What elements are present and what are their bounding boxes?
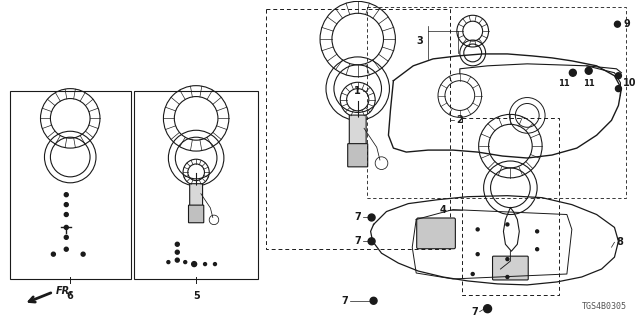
Circle shape <box>204 263 207 266</box>
Text: 2: 2 <box>456 115 463 125</box>
Text: 11: 11 <box>583 79 595 88</box>
Bar <box>266 9 450 249</box>
Text: 7: 7 <box>341 296 348 306</box>
Bar <box>10 91 131 279</box>
Bar <box>462 118 559 295</box>
Circle shape <box>506 276 509 278</box>
Circle shape <box>368 214 375 221</box>
Circle shape <box>184 260 187 264</box>
Circle shape <box>370 297 377 304</box>
Circle shape <box>506 258 509 260</box>
Text: 7: 7 <box>471 307 477 317</box>
Circle shape <box>536 248 539 251</box>
Circle shape <box>81 252 85 256</box>
Circle shape <box>585 67 592 74</box>
Circle shape <box>570 69 576 76</box>
Text: 7: 7 <box>354 212 361 222</box>
Bar <box>367 7 627 198</box>
Circle shape <box>191 262 196 267</box>
Circle shape <box>368 238 375 245</box>
Circle shape <box>51 252 56 256</box>
Text: FR.: FR. <box>56 286 74 296</box>
Text: 7: 7 <box>354 236 361 246</box>
Text: 3: 3 <box>417 36 423 46</box>
Text: 9: 9 <box>623 19 630 29</box>
FancyBboxPatch shape <box>189 184 203 206</box>
Circle shape <box>471 273 474 276</box>
FancyBboxPatch shape <box>417 218 456 249</box>
FancyBboxPatch shape <box>348 144 368 167</box>
Circle shape <box>214 263 216 266</box>
Circle shape <box>175 242 179 246</box>
FancyBboxPatch shape <box>493 256 528 280</box>
Circle shape <box>64 212 68 217</box>
Text: TGS4B0305: TGS4B0305 <box>581 302 627 311</box>
Text: 8: 8 <box>616 237 623 247</box>
Circle shape <box>506 223 509 226</box>
Circle shape <box>476 253 479 256</box>
Circle shape <box>476 228 479 231</box>
Circle shape <box>167 260 170 264</box>
Circle shape <box>64 247 68 251</box>
Circle shape <box>64 235 68 239</box>
FancyBboxPatch shape <box>349 115 366 145</box>
Circle shape <box>64 193 68 197</box>
Text: 11: 11 <box>558 79 570 88</box>
Text: 1: 1 <box>354 86 361 96</box>
Text: 5: 5 <box>193 291 200 301</box>
Circle shape <box>616 73 621 79</box>
Circle shape <box>175 258 179 262</box>
Circle shape <box>616 86 621 92</box>
Circle shape <box>64 203 68 207</box>
FancyBboxPatch shape <box>189 205 204 223</box>
Text: 10: 10 <box>623 78 637 88</box>
Text: 4: 4 <box>439 204 446 215</box>
Circle shape <box>536 230 539 233</box>
Circle shape <box>614 21 620 27</box>
Circle shape <box>175 250 179 254</box>
Text: 6: 6 <box>67 291 74 301</box>
Circle shape <box>64 225 68 229</box>
Bar <box>134 91 257 279</box>
Circle shape <box>484 305 492 313</box>
